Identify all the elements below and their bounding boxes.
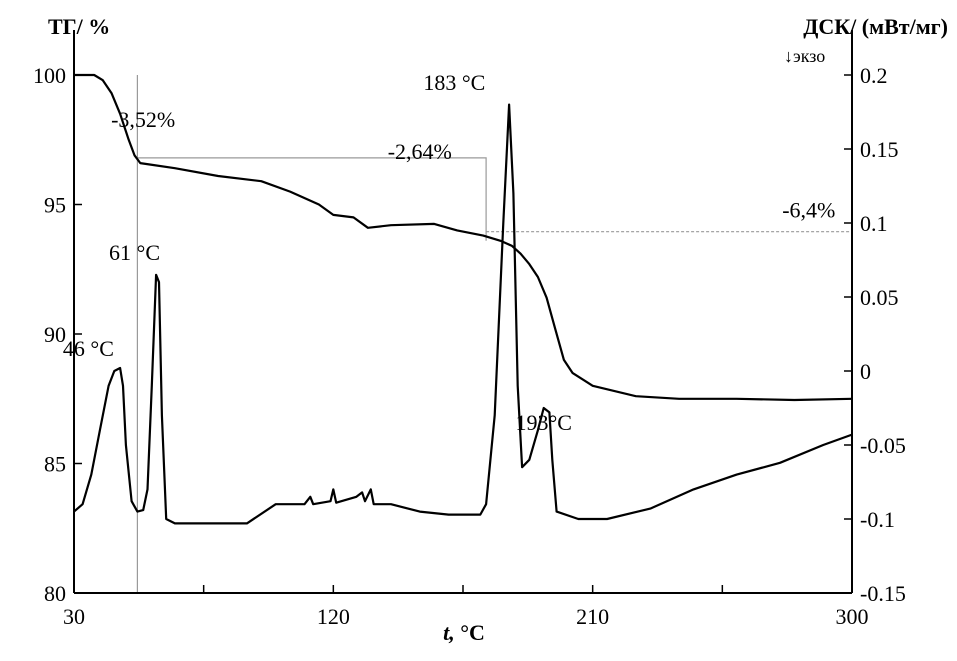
x-axis-title-unit: °C (455, 620, 485, 645)
x-tick-label: 30 (63, 604, 85, 629)
annotation-label: 183 °C (423, 70, 485, 95)
x-tick-label: 210 (576, 604, 609, 629)
guide-lines (136, 75, 852, 593)
y-right-tick-label: 0.05 (860, 285, 899, 310)
curves (73, 73, 853, 525)
annotation-label: -2,64% (388, 139, 452, 164)
y-right-tick-label: 0.15 (860, 137, 899, 162)
y-left-tick-label: 90 (44, 322, 66, 347)
annotation-label: -3,52% (111, 107, 175, 132)
annotation-label: 61 °C (109, 240, 160, 265)
annotation-label: 46 °C (63, 336, 114, 361)
x-axis-title: t, °C (443, 620, 485, 645)
y-left-tick-label: 80 (44, 581, 66, 606)
annotation-label: -6,4% (782, 197, 835, 222)
exo-direction-label: ↓экзо (784, 46, 825, 66)
tg-curve (74, 73, 853, 402)
y-left-title: ТГ/ % (48, 14, 110, 39)
x-tick-label: 120 (317, 604, 350, 629)
tick-labels: 30 120 210 300 80 85 90 95 100 -0.15 -0.1 -0.05 0 0.0… (33, 63, 906, 629)
y-right-tick-label: -0.15 (860, 581, 906, 606)
y-left-tick-label: 100 (33, 63, 66, 88)
guide-line (137, 157, 487, 241)
y-right-tick-label: 0.1 (860, 211, 888, 236)
x-tick-label: 300 (836, 604, 869, 629)
annotation-label: 193°C (515, 410, 571, 435)
dsc-curve (73, 103, 853, 525)
axis-ticks (73, 74, 853, 594)
annotations: -3,52% -2,64% -6,4% 183 °C 61 °C 46 °C 193°C (63, 70, 835, 435)
y-right-tick-label: 0 (860, 359, 871, 384)
x-axis-title-var: t, (443, 620, 455, 645)
y-left-tick-label: 85 (44, 452, 66, 477)
y-right-tick-label: -0.05 (860, 433, 906, 458)
y-right-tick-label: 0.2 (860, 63, 888, 88)
y-right-tick-label: -0.1 (860, 507, 895, 532)
y-left-tick-label: 95 (44, 193, 66, 218)
y-right-title: ДСК/ (мВт/мг) (803, 14, 948, 39)
